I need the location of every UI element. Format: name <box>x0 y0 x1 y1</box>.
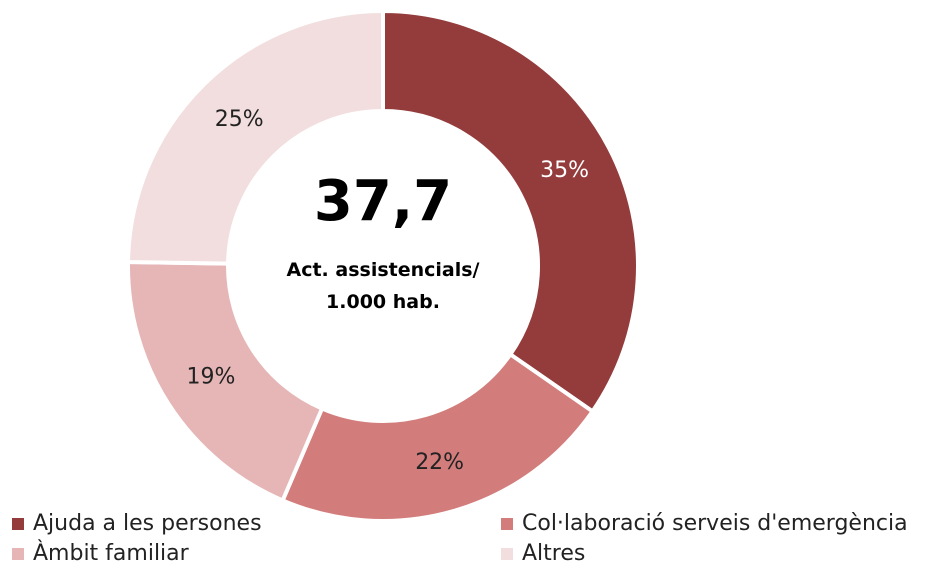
legend-label-ambit-familiar: Àmbit familiar <box>33 541 189 566</box>
legend-label-ajuda: Ajuda a les persones <box>33 511 262 536</box>
donut-slices <box>125 8 640 523</box>
slice-label-1: 22% <box>415 450 464 475</box>
slice-labels: 35% 22% 19% 25% <box>187 107 590 475</box>
center-caption-line1: Act. assistencials/ <box>287 259 480 281</box>
legend-swatch-altres <box>501 547 513 560</box>
legend-item-ambit-familiar: Àmbit familiar <box>12 541 189 566</box>
slice-label-0: 35% <box>540 158 589 183</box>
donut-slice-2 <box>126 260 325 504</box>
legend-label-collaboracio: Col·laboració serveis d'emergència <box>522 511 908 536</box>
legend-swatch-ambit-familiar <box>12 547 24 560</box>
legend-item-collaboracio: Col·laboració serveis d'emergència <box>501 511 908 536</box>
legend-label-altres: Altres <box>522 541 586 566</box>
legend-item-ajuda: Ajuda a les persones <box>12 511 262 536</box>
slice-label-3: 25% <box>215 107 264 132</box>
donut-slice-1 <box>280 351 596 523</box>
center-value: 37,7 <box>314 169 452 234</box>
legend-swatch-collaboracio <box>501 517 513 530</box>
legend-item-altres: Altres <box>501 541 585 566</box>
donut-slice-3 <box>125 8 385 266</box>
slice-label-2: 19% <box>187 365 236 390</box>
legend-swatch-ajuda <box>12 517 24 530</box>
center-caption-line2: 1.000 hab. <box>326 291 440 313</box>
donut-slice-0 <box>381 8 640 415</box>
